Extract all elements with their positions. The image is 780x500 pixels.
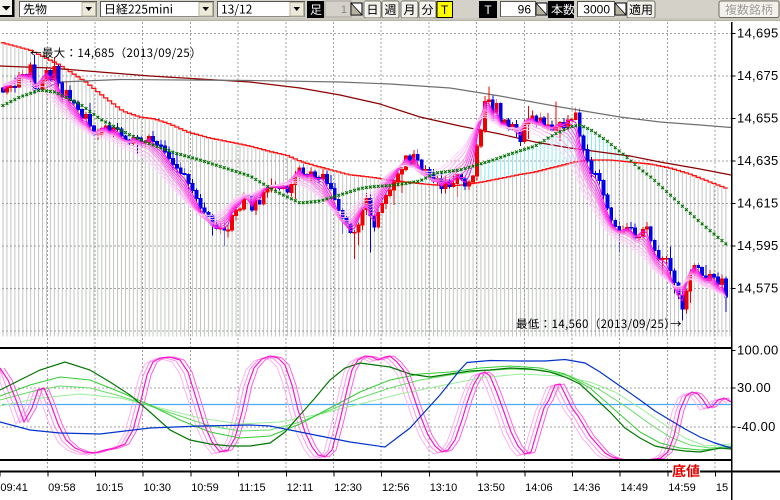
svg-text:10:15: 10:15 <box>96 482 124 494</box>
svg-text:T: T <box>484 3 492 17</box>
svg-text:14:36: 14:36 <box>573 482 601 494</box>
svg-text:-40.00: -40.00 <box>737 419 776 434</box>
svg-text:14:06: 14:06 <box>525 482 553 494</box>
svg-text:14,575: 14,575 <box>737 281 779 296</box>
svg-text:14,695: 14,695 <box>737 26 779 41</box>
svg-text:11:15: 11:15 <box>239 482 266 494</box>
svg-text:14,635: 14,635 <box>737 153 779 168</box>
svg-text:15: 15 <box>716 482 728 494</box>
svg-text:12:11: 12:11 <box>287 482 314 494</box>
svg-text:14:59: 14:59 <box>668 482 696 494</box>
svg-text:1: 1 <box>341 4 347 16</box>
svg-text:14,675: 14,675 <box>737 68 779 83</box>
svg-text:12:56: 12:56 <box>382 482 410 494</box>
svg-text:13:50: 13:50 <box>477 482 505 494</box>
svg-text:12:30: 12:30 <box>334 482 362 494</box>
svg-text:13:10: 13:10 <box>430 482 458 494</box>
svg-text:T: T <box>441 3 449 17</box>
svg-text:10:30: 10:30 <box>144 482 172 494</box>
svg-text:96: 96 <box>518 3 532 17</box>
svg-text:30.00: 30.00 <box>737 380 771 395</box>
svg-text:14:49: 14:49 <box>621 482 649 494</box>
svg-text:09:41: 09:41 <box>0 482 28 494</box>
svg-text:14,655: 14,655 <box>737 111 779 126</box>
svg-text:10:59: 10:59 <box>191 482 219 494</box>
svg-text:3000: 3000 <box>583 3 610 17</box>
svg-text:14,595: 14,595 <box>737 238 779 253</box>
svg-text:100.00: 100.00 <box>737 343 779 358</box>
svg-text:14,615: 14,615 <box>737 196 779 211</box>
svg-text:09:58: 09:58 <box>48 482 76 494</box>
